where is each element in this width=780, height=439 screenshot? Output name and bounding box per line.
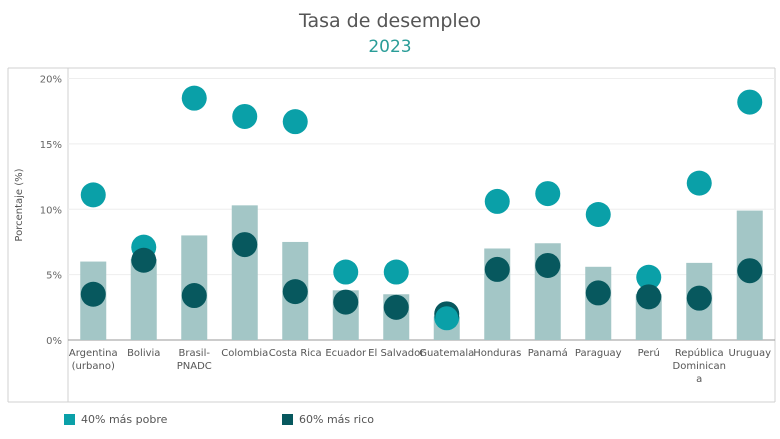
bar xyxy=(231,205,258,340)
point-rich xyxy=(484,256,510,282)
x-tick-label: Uruguay xyxy=(729,348,772,359)
point-rich xyxy=(131,247,157,273)
point-poor xyxy=(686,170,712,196)
legend-swatch-poor xyxy=(64,414,75,425)
point-rich xyxy=(80,281,106,307)
point-rich xyxy=(181,283,207,309)
y-tick-label: 0% xyxy=(46,336,62,347)
point-poor xyxy=(585,201,611,227)
x-tick-label: Colombia xyxy=(221,348,268,359)
point-poor xyxy=(282,109,308,135)
x-tick-label: Argentina (urbano) xyxy=(69,348,118,372)
y-axis-ticks: 0% 5% 10% 15% 20% xyxy=(40,75,62,347)
point-rich xyxy=(282,279,308,305)
point-rich xyxy=(535,252,561,278)
x-tick-label: El Salvador xyxy=(368,348,425,359)
y-tick-label: 10% xyxy=(40,205,62,216)
point-poor xyxy=(80,182,106,208)
y-tick-label: 15% xyxy=(40,140,62,151)
legend-swatch-rich xyxy=(282,414,293,425)
point-rich xyxy=(383,294,409,320)
y-tick-label: 5% xyxy=(46,271,62,282)
point-poor xyxy=(181,85,207,111)
point-poor xyxy=(636,264,662,290)
x-tick-label: Guatemala xyxy=(419,348,474,359)
point-poor xyxy=(435,306,459,330)
point-poor xyxy=(484,188,510,214)
x-tick-label: Panamá xyxy=(528,347,568,359)
chart-subtitle: 2023 xyxy=(368,37,412,57)
x-tick-label: Paraguay xyxy=(575,348,622,359)
legend-item-poor: 40% más pobre xyxy=(64,413,167,426)
chart-frame xyxy=(7,67,776,403)
gridlines xyxy=(68,78,775,341)
point-poor xyxy=(333,259,359,285)
chart-title: Tasa de desempleo xyxy=(299,10,481,32)
circle-series xyxy=(80,85,763,331)
x-axis-labels: Argentina (urbano) Bolivia Brasil-PNADC Colo… xyxy=(69,347,771,385)
point-rich xyxy=(737,258,763,284)
point-poor xyxy=(737,89,763,115)
x-tick-label: Honduras xyxy=(473,348,521,359)
legend-label-poor: 40% más pobre xyxy=(81,413,168,426)
x-tick-label: Bolivia xyxy=(127,348,160,359)
point-rich xyxy=(333,289,359,315)
y-tick-label: 20% xyxy=(40,75,62,86)
x-tick-label: Brasil-PNADC xyxy=(177,348,212,372)
x-tick-label: República Dominican a xyxy=(673,347,726,385)
point-rich xyxy=(636,284,662,310)
x-tick-label: Costa Rica xyxy=(269,348,322,359)
point-poor xyxy=(232,103,258,129)
x-tick-label: Ecuador xyxy=(325,348,367,359)
point-rich xyxy=(686,285,712,311)
point-rich xyxy=(232,232,258,258)
point-poor xyxy=(383,259,409,285)
point-rich xyxy=(585,280,611,306)
legend-label-rich: 60% más rico xyxy=(299,413,374,426)
legend-item-rich: 60% más rico xyxy=(282,413,374,426)
point-poor xyxy=(535,181,561,207)
y-axis-label: Porcentaje (%) xyxy=(14,168,25,241)
x-tick-label: Perú xyxy=(638,347,660,359)
